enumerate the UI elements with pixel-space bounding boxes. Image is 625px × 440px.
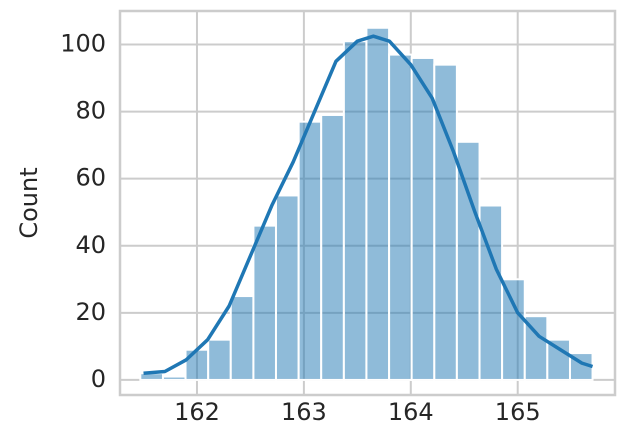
bar bbox=[229, 295, 255, 381]
y-tick-label: 20 bbox=[75, 298, 106, 326]
bar bbox=[546, 338, 571, 381]
bar bbox=[184, 348, 210, 381]
bar bbox=[410, 56, 436, 381]
bar bbox=[297, 120, 323, 381]
bar bbox=[365, 26, 391, 381]
bar bbox=[388, 53, 413, 381]
bar bbox=[455, 140, 481, 381]
y-tick-label: 100 bbox=[60, 30, 106, 58]
bar bbox=[252, 224, 277, 381]
bar bbox=[274, 194, 300, 381]
x-tick-label: 163 bbox=[281, 398, 327, 426]
y-tick-label: 0 bbox=[91, 365, 106, 393]
y-tick-label: 80 bbox=[75, 97, 106, 125]
bar bbox=[342, 40, 368, 381]
y-tick-label: 40 bbox=[75, 231, 106, 259]
bar bbox=[501, 278, 526, 381]
bar bbox=[320, 113, 345, 381]
y-tick-label: 60 bbox=[75, 164, 106, 192]
x-tick-label: 162 bbox=[174, 398, 220, 426]
kde-line bbox=[143, 34, 594, 375]
x-tick-label: 164 bbox=[388, 398, 434, 426]
x-tick-label: 165 bbox=[495, 398, 541, 426]
bar bbox=[207, 338, 232, 381]
y-axis-label: Count bbox=[15, 167, 43, 238]
plot-frame bbox=[118, 9, 617, 397]
bar bbox=[161, 375, 187, 381]
